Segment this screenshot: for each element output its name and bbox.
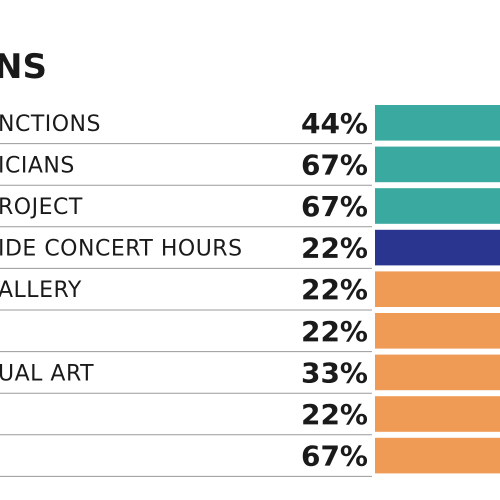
value-label: 22%	[301, 398, 368, 431]
category-label: ICIANS	[0, 153, 75, 178]
chart-title: NS	[0, 47, 47, 87]
value-label: 67%	[301, 190, 368, 223]
bar	[375, 146, 500, 183]
category-label: ROJECT	[0, 195, 83, 220]
category-label: NCTIONS	[0, 112, 101, 137]
bar	[375, 229, 500, 266]
bar	[375, 188, 500, 224]
category-label: UAL ART	[0, 361, 94, 386]
bar	[375, 313, 500, 349]
value-label: 22%	[301, 315, 368, 348]
bar	[375, 354, 500, 391]
value-label: 67%	[301, 148, 368, 181]
value-label: 67%	[301, 440, 368, 473]
value-label: 33%	[301, 356, 368, 389]
bar	[375, 396, 500, 432]
chart-rows: NCTIONS 44% ICIANS 67% ROJECT 67% IDE CONCERT …	[0, 105, 500, 477]
bar	[375, 271, 500, 307]
value-label: 44%	[301, 107, 368, 140]
category-label: IDE CONCERT HOURS	[0, 237, 243, 262]
bar	[375, 105, 500, 141]
value-label: 22%	[301, 232, 368, 265]
category-label: ALLERY	[0, 278, 82, 303]
value-label: 22%	[301, 273, 368, 306]
bar	[375, 437, 500, 474]
